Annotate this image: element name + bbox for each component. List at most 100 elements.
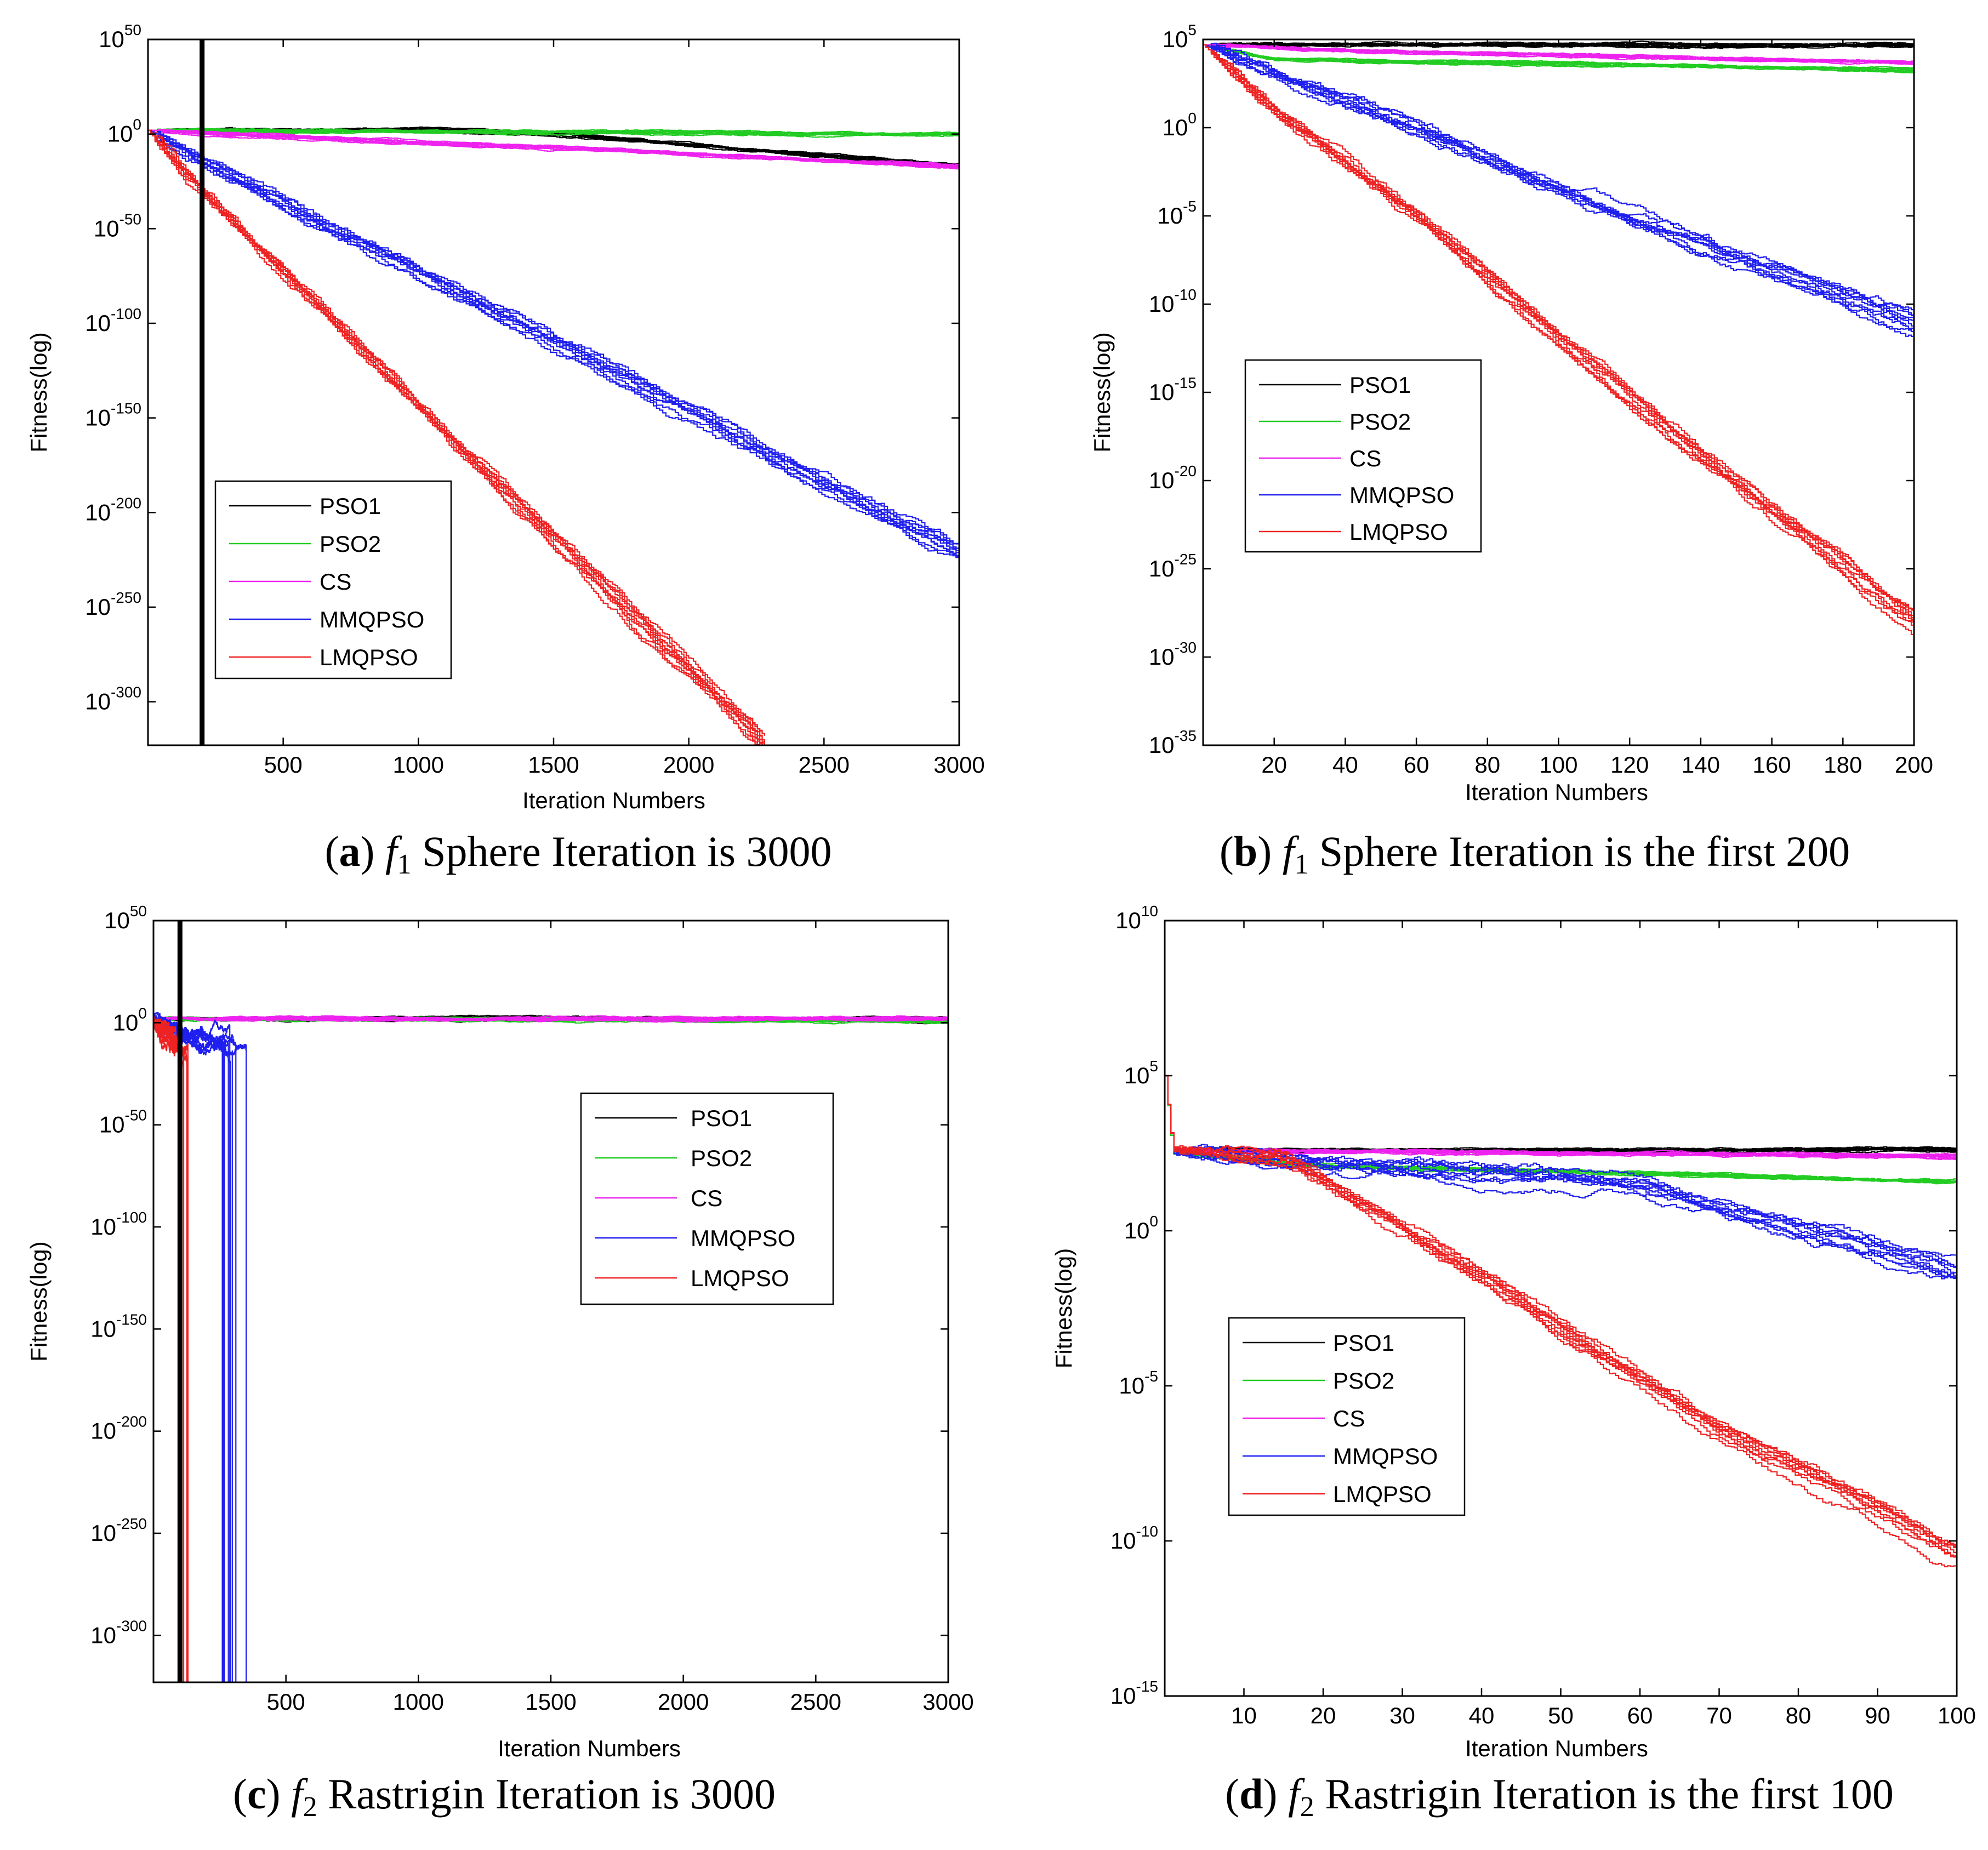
- series-line-lmqpso: [1203, 44, 1914, 624]
- y-tick-label: 10-10: [1149, 286, 1197, 317]
- series-line-mmqpso: [1203, 44, 1914, 337]
- x-tick-label: 100: [1938, 1703, 1976, 1728]
- series-line-lmqpso: [1165, 1075, 1957, 1568]
- legend: PSO1 PSO2 CS MMQPSO LMQPSO: [1228, 1317, 1466, 1516]
- legend-label-pso2: PSO2: [320, 531, 381, 557]
- chart-caption: (c) f2 Rastrigin Iteration is 3000: [233, 1770, 776, 1823]
- y-tick-label: 10-300: [90, 1617, 147, 1648]
- series-line-lmqpso: [1165, 1075, 1957, 1547]
- x-axis-label: Iteration Numbers: [498, 1735, 681, 1761]
- x-tick-label: 50: [1548, 1703, 1574, 1728]
- x-tick-label: 20: [1261, 752, 1287, 778]
- y-tick-label: 10-5: [1119, 1368, 1158, 1398]
- y-tick-label: 10-100: [90, 1209, 147, 1240]
- legend-label-pso1: PSO1: [691, 1105, 752, 1131]
- x-tick-label: 10: [1231, 1703, 1257, 1728]
- series-line-lmqpso: [1203, 44, 1914, 620]
- legend-label-cs: CS: [1349, 446, 1381, 471]
- caption-subscript: 1: [397, 849, 412, 880]
- caption-subscript: 2: [303, 1791, 317, 1823]
- series-line-cs: [148, 129, 959, 165]
- x-tick-label: 1000: [393, 1689, 444, 1715]
- x-axis-label: Iteration Numbers: [522, 787, 705, 813]
- x-tick-label: 2000: [658, 1689, 709, 1715]
- series-line-mmqpso: [148, 129, 959, 549]
- y-tick-label: 10-200: [85, 494, 141, 525]
- y-tick-label: 100: [113, 1004, 147, 1035]
- y-tick-label: 10-35: [1149, 727, 1197, 758]
- y-axis-label: Fitness(log): [1051, 1248, 1076, 1368]
- legend-label-mmqpso: MMQPSO: [320, 607, 424, 632]
- legend-label-lmqpso: LMQPSO: [1349, 519, 1448, 545]
- series-line-mmqpso: [148, 129, 959, 558]
- legend-box: [580, 1092, 834, 1305]
- series-line-lmqpso: [1165, 1075, 1957, 1558]
- y-tick-label: 10-10: [1110, 1523, 1158, 1554]
- legend: PSO1 PSO2 CS MMQPSO LMQPSO: [1244, 359, 1482, 553]
- y-tick-label: 100: [1163, 110, 1197, 140]
- legend: PSO1 PSO2 CS MMQPSO LMQPSO: [580, 1092, 834, 1305]
- x-tick-label: 3000: [922, 1689, 973, 1715]
- legend-label-pso1: PSO1: [1349, 372, 1411, 398]
- chart-panel-d: 10 20 30 40 50 60 70 80 90 100 1010 105 100 10-5 10-10…: [1051, 903, 1976, 1823]
- series-line-cs: [1203, 44, 1914, 63]
- x-tick-label: 30: [1389, 1703, 1415, 1728]
- legend-label-mmqpso: MMQPSO: [1349, 482, 1454, 508]
- series-line-lmqpso: [148, 129, 765, 745]
- x-tick-label: 40: [1332, 752, 1358, 778]
- caption-letter: c: [247, 1770, 266, 1818]
- y-tick-label: 10-200: [90, 1413, 147, 1444]
- y-tick-label: 10-50: [99, 1107, 147, 1138]
- caption-text: Rastrigin Iteration is 3000: [328, 1770, 776, 1818]
- y-tick-label: 10-100: [85, 305, 141, 336]
- legend-label-mmqpso: MMQPSO: [1333, 1443, 1438, 1469]
- x-tick-label: 60: [1627, 1703, 1653, 1728]
- y-tick-label: 10-150: [85, 400, 141, 431]
- chart-caption: (d) f2 Rastrigin Iteration is the first …: [1225, 1770, 1894, 1823]
- caption-letter: b: [1234, 827, 1257, 875]
- legend-label-cs: CS: [691, 1185, 722, 1211]
- y-tick-label: 10-30: [1149, 639, 1197, 670]
- y-tick-label: 10-50: [94, 210, 141, 241]
- x-tick-label: 100: [1539, 752, 1577, 778]
- caption-letter: a: [339, 827, 361, 875]
- x-tick-label: 140: [1682, 752, 1720, 778]
- legend-box: [1244, 359, 1482, 553]
- y-tick-label: 105: [1163, 21, 1197, 52]
- chart-caption: (b) f1 Sphere Iteration is the first 200: [1220, 827, 1850, 880]
- x-tick-label: 2000: [663, 752, 714, 778]
- caption-letter: d: [1239, 1770, 1263, 1818]
- x-tick-label: 120: [1610, 752, 1649, 778]
- caption-text: Sphere Iteration is the first 200: [1319, 827, 1850, 875]
- x-tick-label: 20: [1311, 1703, 1336, 1728]
- series-line-cs: [1165, 1075, 1957, 1157]
- x-tick-label: 200: [1895, 752, 1933, 778]
- chart-panel-b: 20 40 60 80 100 120 140 160 180 200 105 100 10-5 10-1…: [1089, 21, 1933, 880]
- x-tick-label: 2500: [790, 1689, 841, 1715]
- legend: PSO1 PSO2 CS MMQPSO LMQPSO: [214, 480, 452, 680]
- y-axis-label: Fitness(log): [1089, 332, 1115, 452]
- chart-panel-c: 500 1000 1500 2000 2500 3000 1050 100 10-50 10-10…: [26, 903, 974, 1823]
- series-line-lmqpso: [148, 129, 763, 745]
- y-tick-label: 10-250: [90, 1515, 147, 1546]
- x-tick-label: 500: [264, 752, 303, 778]
- y-tick-label: 10-15: [1110, 1678, 1158, 1709]
- y-tick-label: 10-25: [1149, 551, 1197, 581]
- y-tick-label: 10-300: [85, 684, 141, 715]
- caption-subscript: 1: [1294, 849, 1308, 880]
- legend-label-pso1: PSO1: [320, 493, 381, 519]
- x-tick-label: 3000: [933, 752, 984, 778]
- legend-label-pso1: PSO1: [1333, 1330, 1394, 1356]
- y-tick-label: 1050: [99, 21, 141, 52]
- caption-text: Rastrigin Iteration is the first 100: [1325, 1770, 1894, 1818]
- series-line-cs: [148, 129, 959, 169]
- y-tick-label: 10-15: [1149, 374, 1197, 405]
- legend-label-pso2: PSO2: [1349, 409, 1411, 435]
- y-tick-label: 10-5: [1157, 198, 1197, 229]
- series-line-mmqpso: [1165, 1075, 1957, 1269]
- legend-label-pso2: PSO2: [1333, 1368, 1394, 1394]
- series-line-pso2: [1203, 44, 1914, 72]
- x-tick-label: 1500: [528, 752, 579, 778]
- y-axis-label: Fitness(log): [26, 1241, 52, 1361]
